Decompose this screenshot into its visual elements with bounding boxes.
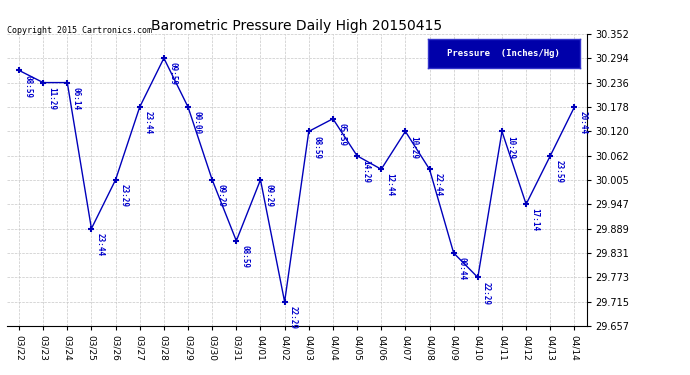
Text: 00:00: 00:00 (193, 111, 201, 134)
Text: 09:29: 09:29 (217, 184, 226, 207)
Text: 22:44: 22:44 (434, 173, 443, 196)
Text: Pressure  (Inches/Hg): Pressure (Inches/Hg) (447, 49, 560, 58)
Text: 10:29: 10:29 (506, 135, 515, 159)
Text: 23:44: 23:44 (96, 233, 105, 256)
Text: 22:29: 22:29 (289, 306, 298, 329)
Text: 11:29: 11:29 (48, 87, 57, 110)
Text: 23:29: 23:29 (120, 184, 129, 207)
Text: 14:29: 14:29 (362, 160, 371, 183)
Text: 08:59: 08:59 (23, 75, 32, 98)
Title: Barometric Pressure Daily High 20150415: Barometric Pressure Daily High 20150415 (151, 19, 442, 33)
Text: 17:14: 17:14 (531, 209, 540, 231)
Text: 09:59: 09:59 (168, 62, 177, 86)
Text: 12:44: 12:44 (386, 173, 395, 196)
Text: 06:14: 06:14 (72, 87, 81, 110)
Text: 23:59: 23:59 (555, 160, 564, 183)
Text: 10:29: 10:29 (410, 135, 419, 159)
Text: 22:29: 22:29 (482, 282, 491, 305)
Text: 08:59: 08:59 (241, 245, 250, 268)
Text: 20:44: 20:44 (579, 111, 588, 134)
Text: Copyright 2015 Cartronics.com: Copyright 2015 Cartronics.com (7, 26, 152, 35)
Text: 08:59: 08:59 (313, 135, 322, 159)
Text: 00:44: 00:44 (458, 257, 467, 280)
Text: 23:44: 23:44 (144, 111, 153, 134)
Text: 05:59: 05:59 (337, 123, 346, 146)
Text: 09:29: 09:29 (265, 184, 274, 207)
